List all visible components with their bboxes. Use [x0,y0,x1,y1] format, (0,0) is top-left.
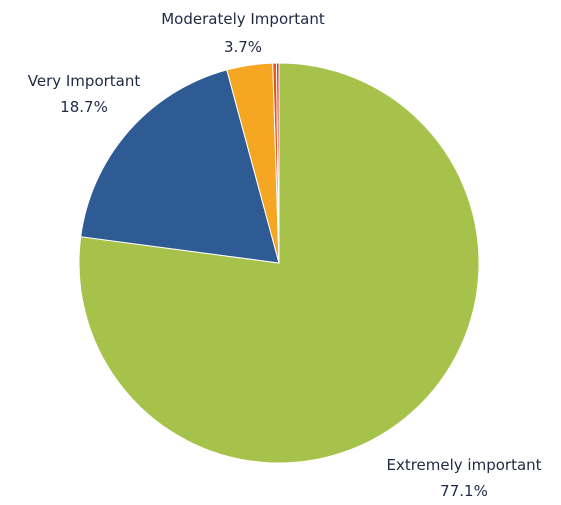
slice-very-important [80,69,280,264]
label-extremely-important-name: Extremely important [386,456,541,474]
label-very-important-value: 18.7% [60,98,108,116]
label-moderately-important: Moderately Important 3.7% [161,10,325,56]
label-very-important: Very Important 18.7% [28,72,141,116]
pie-slices [78,62,480,464]
label-moderately-important-name: Moderately Important [161,10,325,28]
label-extremely-important-value: 77.1% [440,482,488,500]
label-moderately-important-value: 3.7% [224,38,262,56]
label-extremely-important: Extremely important 77.1% [386,456,541,500]
slice-minor-4 [275,62,280,264]
label-very-important-name: Very Important [28,72,141,90]
